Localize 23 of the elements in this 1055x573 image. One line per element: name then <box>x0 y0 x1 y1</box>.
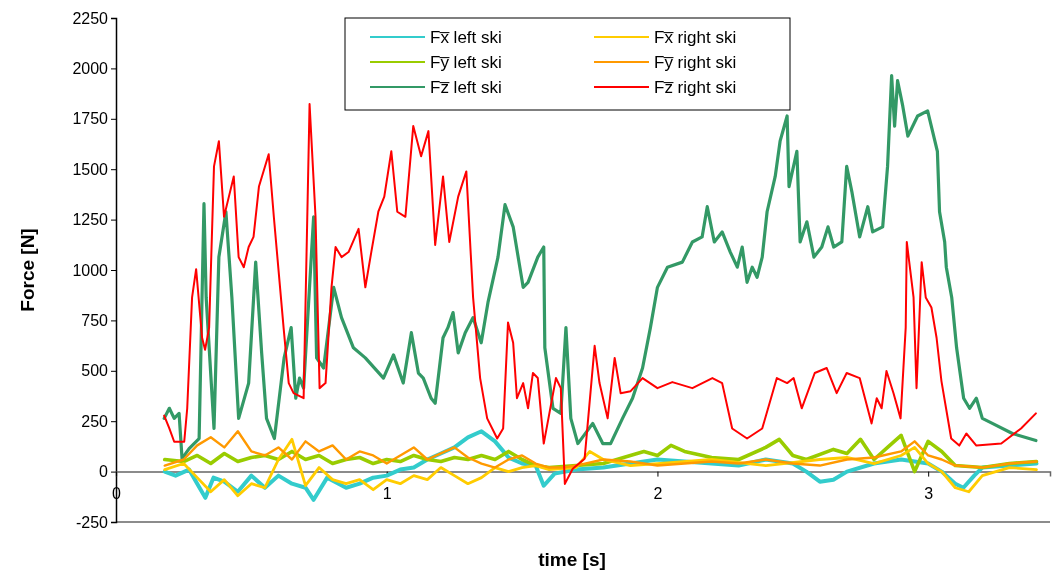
y-tick-label: 1500 <box>72 160 109 178</box>
x-axis-title: time [s] <box>538 549 606 570</box>
x-tick-label: 2 <box>653 484 663 502</box>
y-tick-label: 0 <box>99 463 109 481</box>
y-axis-title: Force [N] <box>17 228 38 312</box>
legend-label: Fz̅ right ski <box>654 78 737 97</box>
y-tick-label: 2000 <box>72 60 109 78</box>
y-tick-label: 1250 <box>72 211 109 229</box>
y-tick-label: 1750 <box>72 110 109 128</box>
legend-label: Fy̅ right ski <box>654 53 737 72</box>
legend-label: Fz̅ left ski <box>430 78 502 97</box>
y-tick-label: 750 <box>81 312 109 330</box>
legend-label: Fx̅ right ski <box>654 28 737 47</box>
y-tick-label: 2250 <box>72 9 109 27</box>
y-tick-label: 1000 <box>72 261 109 279</box>
y-tick-label: 500 <box>81 362 109 380</box>
x-tick-label: 3 <box>924 484 934 502</box>
x-tick-label: 1 <box>382 484 392 502</box>
line-series <box>163 437 1038 498</box>
legend-label: Fy̅ left ski <box>430 53 502 72</box>
y-tick-label: -250 <box>75 513 109 531</box>
y-tick-label: 250 <box>81 412 109 430</box>
legend-label: Fx̅ left ski <box>430 28 502 47</box>
